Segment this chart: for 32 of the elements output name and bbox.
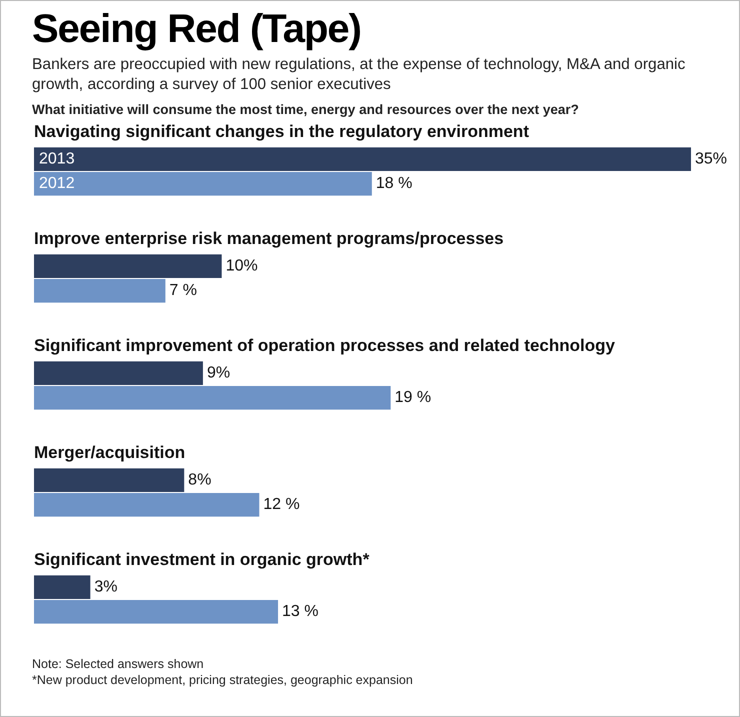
bar	[34, 254, 222, 278]
bar	[34, 386, 391, 410]
y-tick-label: Significant improvement of operation processes and related technology	[34, 336, 616, 356]
series-label: 2013	[39, 150, 75, 168]
series-label: 2012	[39, 175, 75, 192]
text: Note: Selected answers shown	[32, 656, 205, 672]
data-label: 18 %	[376, 175, 412, 192]
y-tick-label: Navigating significant changes in the regulatory environment	[34, 122, 530, 142]
bar	[34, 492, 260, 517]
data-label: 19 %	[394, 389, 432, 406]
annotation: What initiative will consume the most time, energy and resources over the next year?	[32, 102, 579, 117]
data-label: 10%	[226, 258, 258, 275]
bar	[34, 361, 203, 386]
data-label: 13 %	[282, 603, 318, 620]
bar	[34, 575, 90, 600]
data-label: 3%	[94, 578, 118, 596]
bar	[34, 600, 278, 624]
data-label: 35%	[695, 150, 728, 168]
chart-title: Seeing Red (Tape)	[32, 7, 361, 52]
chart-subtitle: Bankers are preoccupied with new regulations, at the expense of technology, M&A and organic growth, according a survey of 100 senior executives	[32, 55, 686, 95]
bar	[34, 147, 691, 172]
y-tick-label: Improve enterprise risk management programs/processes	[34, 229, 504, 248]
y-tick-label: Significant investment in organic growth*	[34, 550, 370, 570]
data-label: 8%	[188, 472, 212, 489]
text: *New product development, pricing strategies, geographic expansion	[32, 672, 413, 688]
data-label: 12 %	[263, 496, 300, 514]
bar	[34, 172, 372, 196]
bar	[34, 468, 184, 492]
bar	[34, 278, 166, 303]
data-label: 7 %	[169, 282, 197, 300]
y-tick-label: Merger/acquisition	[34, 443, 186, 462]
data-label: 9%	[206, 364, 230, 382]
